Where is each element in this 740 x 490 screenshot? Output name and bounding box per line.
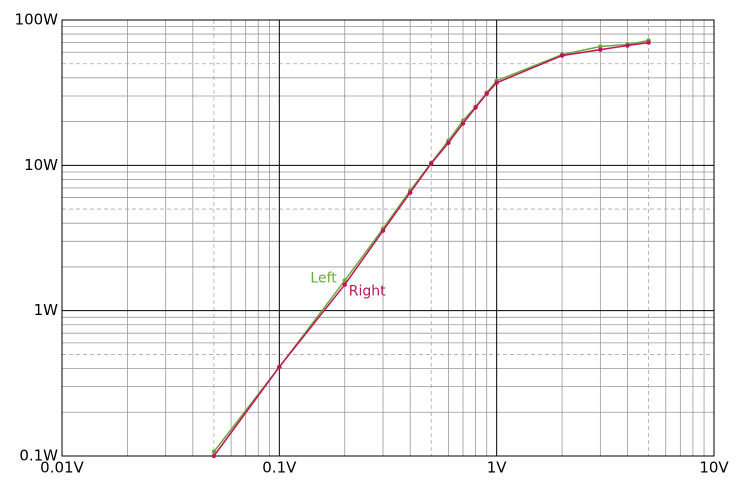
data-point — [559, 53, 565, 58]
data-point — [473, 105, 478, 110]
data-point — [484, 91, 489, 96]
data-point — [211, 453, 217, 459]
data-point — [446, 140, 451, 145]
data-point — [342, 282, 347, 287]
x-tick-label: 0.01V — [40, 459, 84, 477]
data-point — [407, 190, 413, 195]
data-point — [494, 80, 499, 85]
series-label: Right — [349, 284, 386, 300]
data-point — [598, 44, 603, 49]
y-tick-label: 1W — [34, 301, 59, 319]
data-point — [380, 228, 386, 233]
data-point — [646, 40, 651, 45]
x-tick-label: 1V — [487, 459, 508, 477]
y-tick-label: 10W — [24, 156, 58, 174]
data-point — [429, 161, 434, 166]
x-tick-label: 10V — [699, 459, 729, 477]
data-point — [277, 364, 282, 370]
data-point — [342, 278, 347, 283]
y-tick-label: 100W — [15, 11, 59, 29]
plot-area — [62, 20, 714, 456]
data-point — [598, 47, 603, 52]
plot-border — [61, 19, 715, 457]
data-point — [460, 121, 466, 126]
y-tick-label: 0.1W — [19, 447, 58, 465]
data-point — [211, 449, 217, 454]
x-tick-label: 0.1V — [262, 459, 297, 477]
series-label: Left — [310, 271, 337, 287]
data-point — [625, 43, 630, 48]
